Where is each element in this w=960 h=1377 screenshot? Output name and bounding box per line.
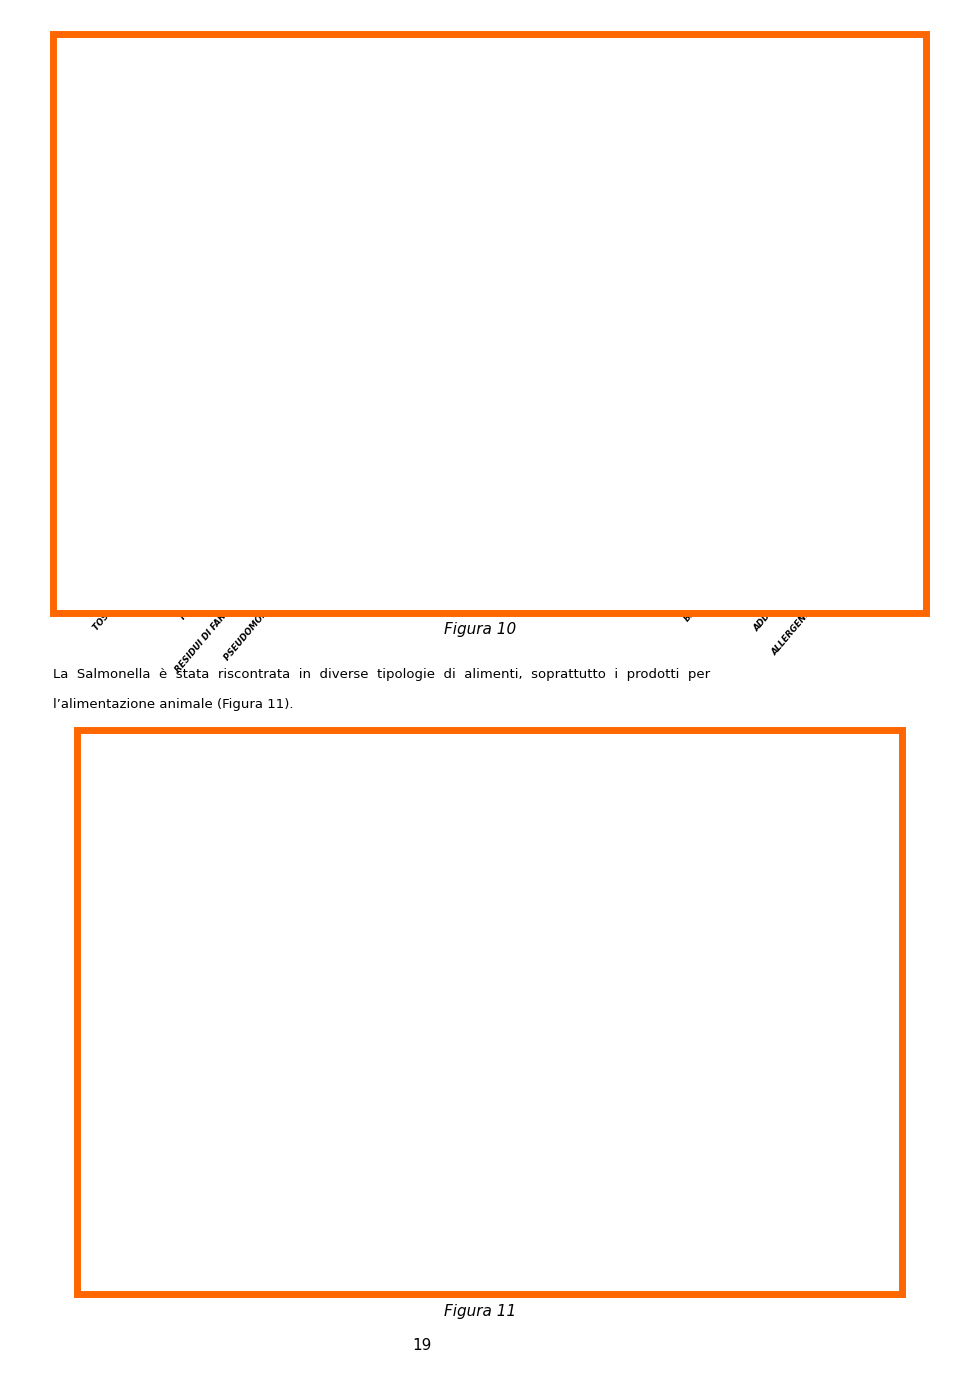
- Text: 2: 2: [132, 1118, 141, 1132]
- Wedge shape: [140, 1008, 288, 1136]
- Text: Figura 11: Figura 11: [444, 1304, 516, 1319]
- Text: 2: 2: [273, 498, 279, 508]
- Bar: [147, 529, 172, 544]
- Text: 1: 1: [98, 960, 107, 974]
- Wedge shape: [136, 847, 449, 1170]
- Wedge shape: [128, 953, 288, 1008]
- Legend: ALIMENTAZIONE ANIMALE, CARNE ESCLUSO POLLAME, LATTE E DERIVATI, POLLAME, PRODOTT: ALIMENTAZIONE ANIMALE, CARNE ESCLUSO POL…: [527, 968, 699, 1049]
- Text: 5: 5: [428, 450, 435, 461]
- Bar: [341, 434, 366, 544]
- Text: La  Salmonella  è  stata  riscontrata  in  diverse  tipologie  di  alimenti,  so: La Salmonella è stata riscontrata in div…: [53, 668, 710, 680]
- Bar: [807, 529, 832, 544]
- Bar: [457, 449, 483, 544]
- Bar: [612, 386, 638, 544]
- Text: 7: 7: [350, 419, 357, 430]
- Bar: [730, 497, 755, 544]
- Text: 10: 10: [540, 372, 554, 381]
- Bar: [496, 449, 521, 544]
- Bar: [768, 481, 793, 544]
- Bar: [846, 481, 871, 544]
- Bar: [419, 465, 444, 544]
- Bar: [185, 149, 210, 544]
- Bar: [574, 417, 599, 544]
- Bar: [690, 497, 715, 544]
- Text: 19: 19: [413, 1338, 432, 1354]
- Text: 1: 1: [816, 514, 823, 525]
- Text: 25: 25: [191, 134, 204, 145]
- Text: 6: 6: [505, 435, 513, 445]
- Text: 5: 5: [233, 450, 240, 461]
- Text: l’alimentazione animale (Figura 11).: l’alimentazione animale (Figura 11).: [53, 698, 294, 711]
- Text: 4: 4: [778, 467, 784, 476]
- Text: 1: 1: [93, 1008, 102, 1020]
- Text: 4: 4: [855, 467, 862, 476]
- Text: 2: 2: [660, 498, 667, 508]
- Text: 1: 1: [156, 514, 162, 525]
- Text: 1: 1: [311, 514, 318, 525]
- Text: 3: 3: [738, 482, 745, 493]
- Bar: [652, 512, 677, 544]
- Text: 1: 1: [101, 1055, 109, 1067]
- Bar: [535, 386, 561, 544]
- Wedge shape: [129, 1008, 288, 1073]
- Text: Figura 10: Figura 10: [444, 622, 516, 638]
- Bar: [263, 512, 288, 544]
- Text: 10: 10: [618, 372, 632, 381]
- Bar: [302, 529, 327, 544]
- Text: 1: 1: [389, 514, 396, 525]
- Bar: [379, 529, 405, 544]
- Bar: [225, 465, 250, 544]
- Text: 20: 20: [462, 950, 480, 963]
- Text: 6: 6: [467, 435, 473, 445]
- Text: 3: 3: [700, 482, 707, 493]
- Text: 8: 8: [583, 403, 589, 413]
- Wedge shape: [127, 993, 288, 1033]
